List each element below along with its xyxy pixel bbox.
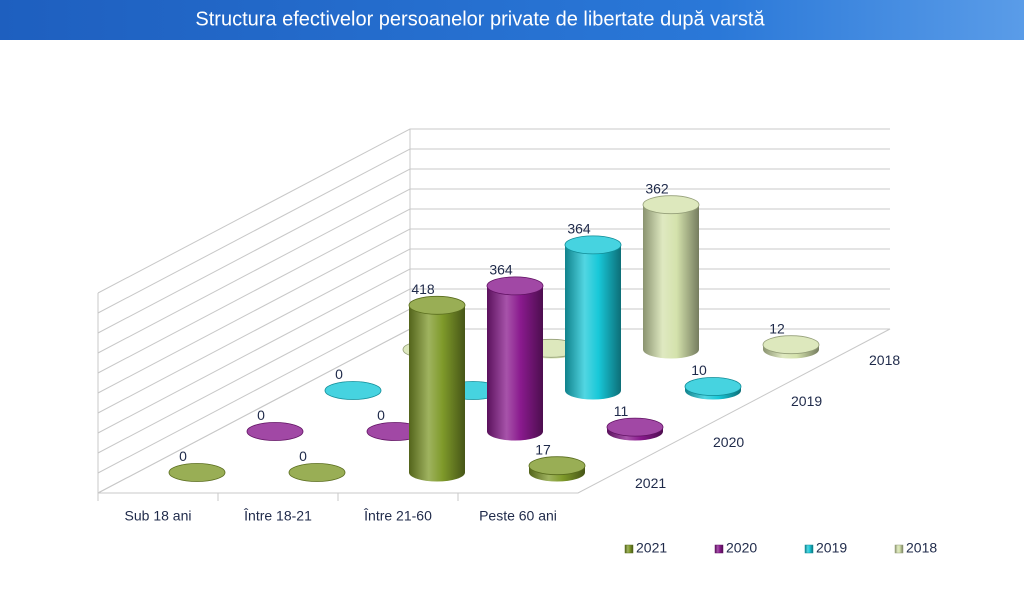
- x-tick-label: Între 21-60: [363, 508, 432, 524]
- cylinder-top: [684, 377, 742, 396]
- value-label: 364: [489, 262, 513, 278]
- cylinder-body: [643, 195, 699, 359]
- cylinder-top: [246, 422, 304, 441]
- cylinder: [606, 417, 664, 441]
- value-label: 12: [769, 320, 785, 336]
- title-band: [0, 0, 1024, 40]
- legend-label: 2020: [726, 540, 757, 556]
- depth-tick-label: 2018: [869, 352, 900, 368]
- depth-tick-label: 2021: [635, 475, 666, 491]
- cylinder-body: [565, 235, 621, 400]
- value-label: 0: [299, 448, 307, 464]
- cylinder-top: [528, 456, 586, 476]
- cylinder-top: [486, 276, 544, 296]
- x-tick-label: Sub 18 ani: [125, 508, 192, 524]
- cylinder-top: [324, 381, 382, 400]
- cylinder: [642, 195, 700, 359]
- cylinder: [762, 335, 820, 359]
- value-label: 362: [645, 180, 669, 196]
- cylinder-top: [642, 195, 700, 215]
- value-label: 418: [411, 281, 435, 297]
- cylinder: [528, 456, 586, 482]
- legend-label: 2019: [816, 540, 847, 556]
- value-label: 0: [335, 366, 343, 382]
- value-label: 364: [567, 221, 591, 237]
- x-tick-label: Peste 60 ani: [479, 508, 557, 524]
- value-label: 0: [377, 407, 385, 423]
- legend-label: 2021: [636, 540, 667, 556]
- cylinder: [168, 463, 226, 482]
- cylinder-body: [409, 296, 465, 482]
- value-label: 0: [179, 448, 187, 464]
- cylinder-top: [168, 463, 226, 482]
- value-label: 10: [691, 362, 707, 378]
- cylinder-top: [762, 335, 820, 355]
- cylinder-top: [564, 235, 622, 255]
- legend-marker: [804, 544, 814, 554]
- value-label: 11: [614, 403, 629, 419]
- cylinder-top: [606, 417, 664, 437]
- depth-tick-label: 2020: [713, 434, 744, 450]
- cylinder: [408, 295, 466, 482]
- cylinder-top: [288, 463, 346, 482]
- cylinder: [486, 276, 544, 441]
- depth-tick-label: 2019: [791, 393, 822, 409]
- legend-marker: [624, 544, 634, 554]
- cylinder-body: [487, 276, 543, 441]
- value-label: 0: [257, 407, 265, 423]
- chart-title: Structura efectivelor persoanelor privat…: [195, 8, 765, 30]
- legend-marker: [894, 544, 904, 554]
- legend-label: 2018: [906, 540, 937, 556]
- legend-marker: [714, 544, 724, 554]
- cylinder: [246, 422, 304, 441]
- x-tick-label: Între 18-21: [243, 508, 312, 524]
- cylinder-top: [408, 295, 466, 315]
- cylinder: [684, 377, 742, 400]
- cylinder: [288, 463, 346, 482]
- value-label: 17: [535, 441, 551, 457]
- cylinder: [564, 235, 622, 400]
- cylinder: [324, 381, 382, 400]
